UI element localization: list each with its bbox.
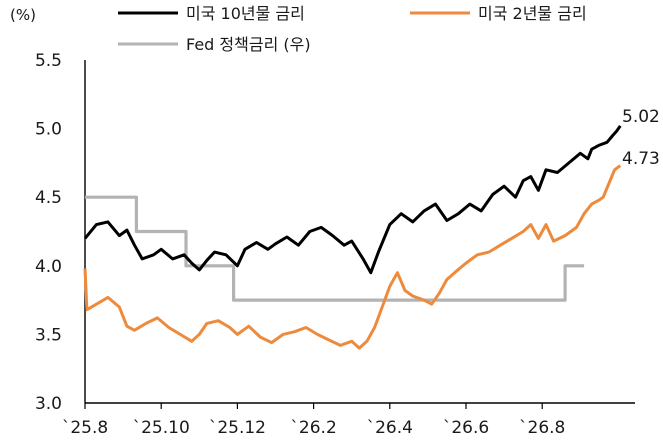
y-tick-label: 3.5 (35, 325, 62, 345)
y-tick-label: 4.0 (35, 257, 62, 277)
x-tick-label: `26.6 (443, 418, 489, 438)
y-tick-label: 5.5 (35, 51, 62, 71)
series-line-two-year (83, 164, 622, 350)
y-unit-label: (%) (10, 6, 36, 24)
x-tick-label: `26.2 (290, 418, 336, 438)
y-axis-tick-labels: 3.0 3.5 4.0 4.5 5.0 5.5 (35, 51, 62, 414)
legend-label-fed-rate: Fed 정책금리 (우) (186, 35, 311, 54)
y-tick-label: 5.0 (35, 120, 62, 140)
series-line-fed-rate (85, 195, 585, 302)
end-label-two-year: 4.73 (622, 149, 660, 169)
y-tick-label: 4.5 (35, 188, 62, 208)
end-label-ten-year: 5.02 (622, 107, 660, 127)
x-tick-label: `26.8 (519, 418, 565, 438)
x-tick-label: `25.8 (62, 418, 108, 438)
x-tick-label: `26.4 (367, 418, 413, 438)
series-layer (83, 125, 622, 350)
x-axis-ticks (84, 403, 543, 409)
x-tick-label: `25.10 (133, 418, 190, 438)
x-tick-label: `25.12 (209, 418, 266, 438)
y-tick-label: 3.0 (35, 394, 62, 414)
legend-label-two-year: 미국 2년물 금리 (478, 4, 587, 23)
legend: 미국 10년물 금리 미국 2년물 금리 Fed 정책금리 (우) (118, 4, 587, 54)
series-line-ten-year (83, 125, 622, 275)
legend-label-ten-year: 미국 10년물 금리 (186, 4, 305, 23)
x-axis-tick-labels: `25.8 `25.10 `25.12 `26.2 `26.4 `26.6 `26.8 (62, 418, 566, 438)
